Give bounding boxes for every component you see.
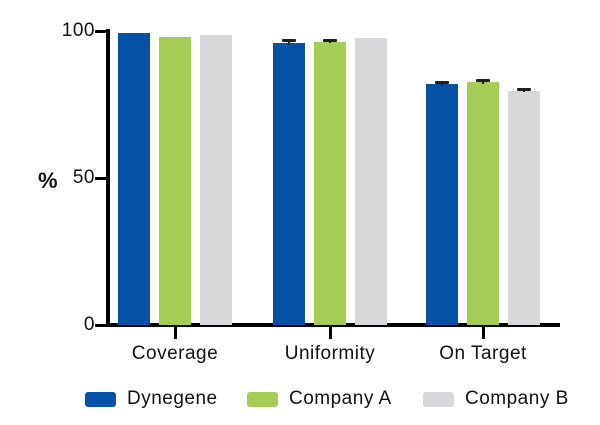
bar-coverage-dynegene (118, 33, 150, 325)
bar-coverage-company-a (159, 36, 191, 325)
bar-coverage-company-b (200, 35, 232, 325)
error-bar-cap (517, 88, 531, 92)
x-tick (173, 327, 177, 339)
x-tick (328, 327, 332, 339)
y-tick-label: 100 (61, 20, 95, 41)
x-category-label: Coverage (131, 343, 219, 364)
y-tick-label: 0 (83, 314, 95, 335)
bar-on-target-company-a (467, 82, 499, 325)
y-axis-label: % (38, 168, 58, 193)
error-bar-cap (435, 81, 449, 85)
y-tick (95, 29, 106, 33)
bar-uniformity-dynegene (273, 42, 305, 325)
error-bar-cap (323, 38, 337, 42)
bar-on-target-company-b (508, 90, 540, 325)
legend-swatch (85, 391, 116, 407)
legend-label: Dynegene (127, 388, 218, 409)
y-axis-line (106, 29, 110, 327)
bar-on-target-dynegene (426, 84, 458, 325)
x-axis-line (106, 323, 560, 327)
legend-item-dynegene: Dynegene (85, 386, 218, 412)
legend-swatch (247, 391, 278, 407)
legend-swatch (423, 391, 454, 407)
bar-uniformity-company-b (355, 37, 387, 325)
x-tick (481, 327, 485, 339)
legend-item-company-b: Company B (423, 386, 569, 412)
legend: Dynegene Company A Company B (0, 386, 600, 416)
error-bar-stem (482, 80, 484, 84)
y-tick-label: 50 (72, 167, 95, 188)
y-tick (95, 176, 106, 180)
legend-label: Company B (465, 388, 569, 409)
error-bar-stem (441, 82, 443, 86)
y-tick (95, 323, 106, 327)
x-category-label: On Target (439, 343, 527, 364)
x-category-label: Uniformity (284, 343, 376, 364)
legend-item-company-a: Company A (247, 386, 392, 412)
error-bar-cap (476, 79, 490, 83)
bar-uniformity-company-a (314, 41, 346, 325)
error-bar-stem (288, 40, 290, 45)
legend-label: Company A (289, 388, 392, 409)
error-bar-cap (282, 39, 296, 43)
